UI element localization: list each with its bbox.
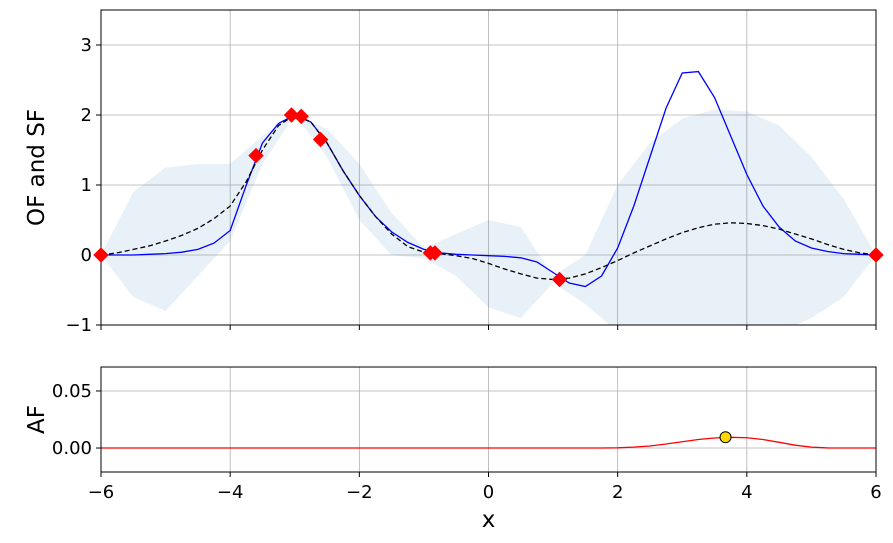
plot-area	[101, 70, 876, 325]
observation	[427, 245, 443, 261]
y-tick-label: 1	[81, 175, 92, 196]
y-tick-label: 0.05	[52, 381, 92, 402]
observation	[248, 147, 264, 164]
x-tick-label: −2	[346, 482, 373, 503]
observation	[93, 247, 109, 263]
x-tick-label: 2	[612, 482, 623, 503]
y-axis-label: OF and SF	[24, 109, 50, 226]
y-tick-label: −1	[65, 315, 92, 336]
y-tick-label: 0.00	[52, 438, 92, 459]
af-maximum	[719, 431, 732, 444]
observation	[551, 271, 568, 288]
observation	[293, 108, 309, 125]
observation	[868, 247, 884, 263]
y-axis-label: AF	[24, 405, 50, 434]
confidence-band	[101, 109, 876, 325]
series-line	[101, 436, 876, 449]
y-tick-label: 2	[81, 105, 92, 126]
subplot: −1 0 1 2 3 OF and SF	[24, 9, 884, 336]
x-axis-label: x	[482, 507, 496, 533]
axes-frame	[100, 9, 877, 326]
observation	[283, 107, 300, 123]
y-tick-label: 0	[81, 245, 92, 266]
series-line	[101, 70, 876, 288]
series-line	[101, 114, 876, 281]
x-tick-label: −4	[217, 482, 244, 503]
axes-frame	[100, 366, 877, 473]
plot-area	[101, 436, 876, 449]
x-tick-label: 4	[741, 482, 752, 503]
y-tick-label: 3	[81, 35, 92, 56]
x-tick-label: 0	[483, 482, 494, 503]
x-tick-label: −6	[88, 482, 115, 503]
x-tick-label: 6	[870, 482, 881, 503]
observation	[312, 131, 329, 148]
